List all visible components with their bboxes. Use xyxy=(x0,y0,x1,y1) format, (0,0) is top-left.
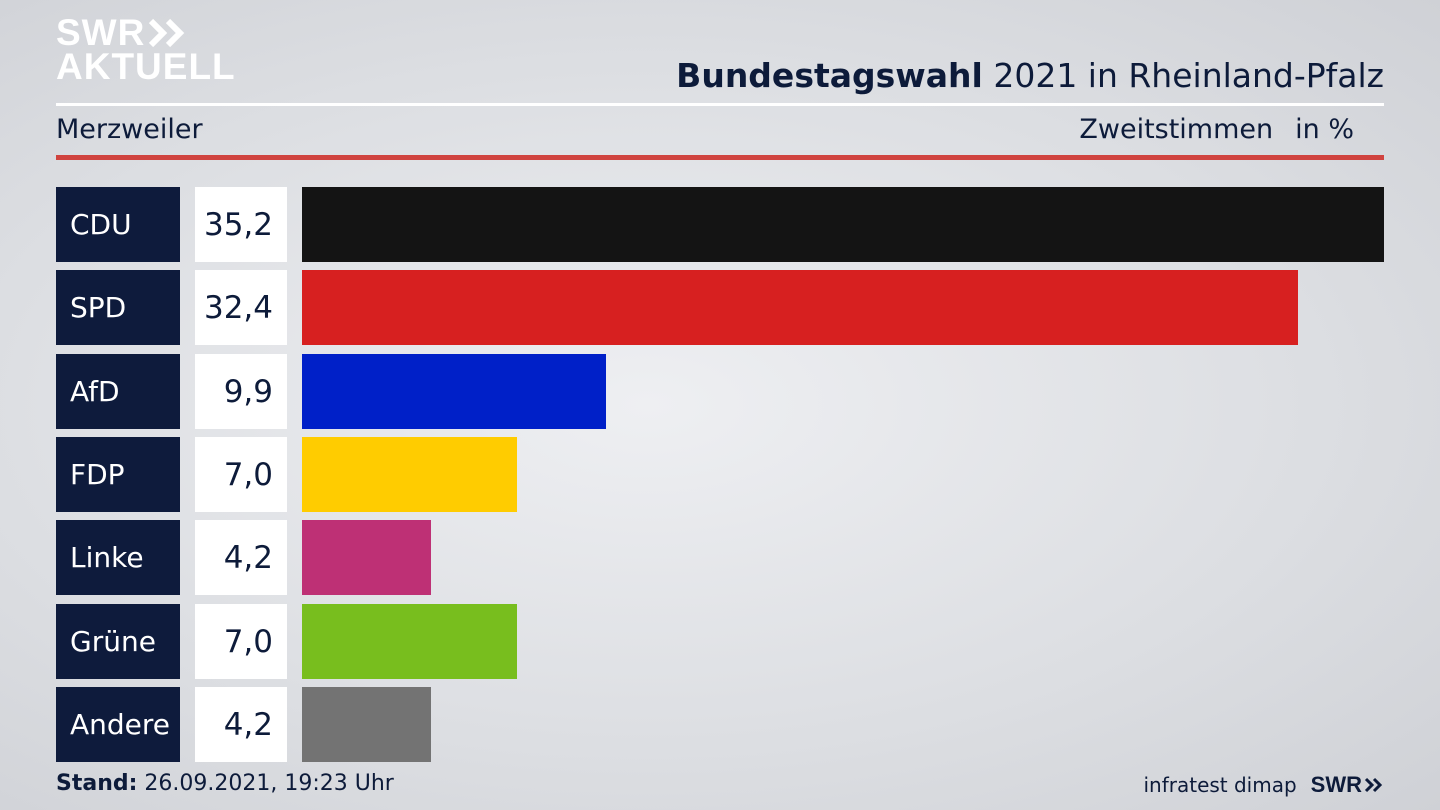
swr-footer-text: SWR xyxy=(1310,772,1362,797)
chart-title-rest: 2021 in Rheinland-Pfalz xyxy=(993,56,1384,95)
party-label: Andere xyxy=(56,687,180,762)
bar-afd xyxy=(302,354,606,429)
value-label: 32,4 xyxy=(195,270,287,345)
bar-row-spd: SPD 32,4 xyxy=(56,270,1384,345)
bar-andere xyxy=(302,687,431,762)
bar-fdp xyxy=(302,437,517,512)
footer-sources: infratest dimap SWR xyxy=(1143,772,1384,798)
swr-aktuell-logo: SWR AKTUELL xyxy=(56,12,236,87)
bar-cdu xyxy=(302,187,1384,262)
party-label: Linke xyxy=(56,520,180,595)
source-label: infratest dimap xyxy=(1143,773,1297,797)
party-label: CDU xyxy=(56,187,180,262)
value-label: 7,0 xyxy=(195,437,287,512)
chart-title-bold: Bundestagswahl xyxy=(676,56,983,95)
location-label: Merzweiler xyxy=(56,114,203,145)
bar-row-linke: Linke 4,2 xyxy=(56,520,1384,595)
party-label: SPD xyxy=(56,270,180,345)
value-label: 4,2 xyxy=(195,687,287,762)
bar-row-grüne: Grüne 7,0 xyxy=(56,604,1384,679)
metric-unit: in % xyxy=(1295,114,1354,145)
value-label: 4,2 xyxy=(195,520,287,595)
chart-title: Bundestagswahl 2021 in Rheinland-Pfalz xyxy=(676,56,1384,95)
logo-text-swr: SWR xyxy=(56,12,146,53)
bar-row-fdp: FDP 7,0 xyxy=(56,437,1384,512)
party-label: AfD xyxy=(56,354,180,429)
header-divider xyxy=(56,103,1384,106)
bar-row-andere: Andere 4,2 xyxy=(56,687,1384,762)
bar-grüne xyxy=(302,604,517,679)
bar-row-cdu: CDU 35,2 xyxy=(56,187,1384,262)
timestamp: Stand: 26.09.2021, 19:23 Uhr xyxy=(56,771,394,796)
value-label: 7,0 xyxy=(195,604,287,679)
swr-footer-chevrons-icon xyxy=(1364,777,1383,793)
bar-spd xyxy=(302,270,1298,345)
metric-label: Zweitstimmen in % xyxy=(1079,114,1354,145)
swr-footer-logo: SWR xyxy=(1311,772,1384,798)
metric-name: Zweitstimmen xyxy=(1079,114,1274,145)
subtitle-divider xyxy=(56,155,1384,160)
party-label: Grüne xyxy=(56,604,180,679)
value-label: 35,2 xyxy=(195,187,287,262)
stand-label: Stand: xyxy=(56,771,138,796)
logo-chevrons-icon xyxy=(149,18,185,48)
logo-text-aktuell: AKTUELL xyxy=(56,46,236,87)
bar-linke xyxy=(302,520,431,595)
stand-value: 26.09.2021, 19:23 Uhr xyxy=(144,771,394,796)
bar-row-afd: AfD 9,9 xyxy=(56,354,1384,429)
party-label: FDP xyxy=(56,437,180,512)
value-label: 9,9 xyxy=(195,354,287,429)
